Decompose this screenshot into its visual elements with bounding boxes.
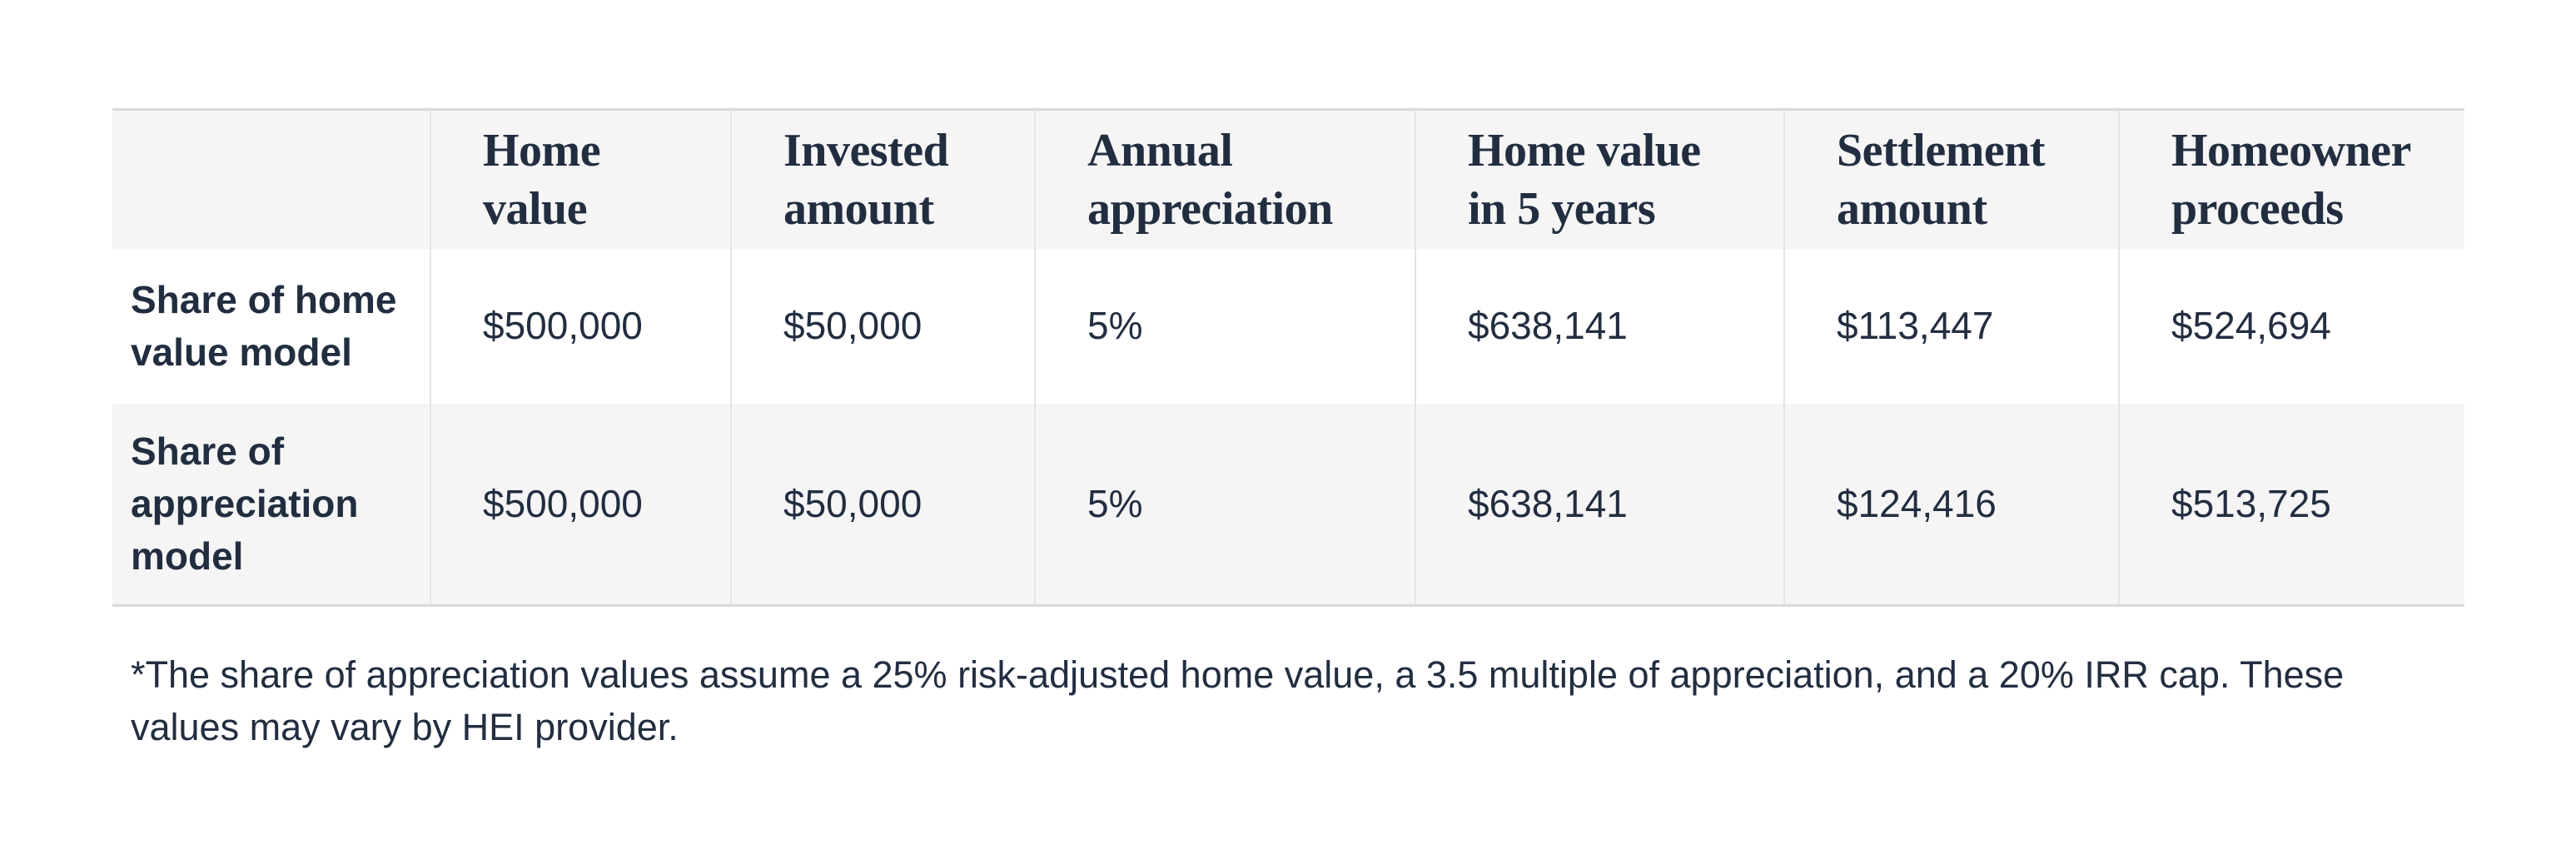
column-header-line: value [483, 182, 588, 235]
row-label-line: Share of home [131, 277, 397, 321]
row-label-line: model [131, 534, 244, 578]
table-row-share-of-home-value-model: Share of home value model $500,000 $50,0… [112, 248, 2464, 404]
column-header-line: Home [483, 124, 601, 176]
column-header-line: Settlement [1837, 124, 2046, 176]
cell-invested-amount: $50,000 [730, 403, 1035, 606]
cell-home-value-in-5-years: $638,141 [1415, 248, 1784, 404]
column-header-line: appreciation [1087, 182, 1333, 235]
footnote: *The share of appreciation values assume… [131, 648, 2464, 753]
column-header-invested-amount: Invested amount [730, 109, 1035, 249]
row-label-line: Share of [131, 429, 285, 473]
column-header-line: amount [783, 182, 934, 235]
row-label-line: appreciation [131, 481, 359, 525]
cell-home-value-in-5-years: $638,141 [1415, 403, 1784, 606]
cell-annual-appreciation: 5% [1034, 403, 1415, 606]
cell-homeowner-proceeds: $513,725 [2118, 403, 2464, 606]
cell-home-value: $500,000 [430, 248, 731, 404]
cell-homeowner-proceeds: $524,694 [2118, 248, 2464, 404]
corner-cell [112, 110, 430, 249]
column-header-annual-appreciation: Annual appreciation [1034, 109, 1415, 249]
row-label-line: value model [131, 330, 352, 374]
cell-settlement-amount: $113,447 [1783, 248, 2119, 404]
footnote-line: *The share of appreciation values assume… [131, 653, 2345, 696]
column-header-line: proceeds [2171, 182, 2344, 235]
header-row: Home value Invested amount Annual apprec… [112, 109, 2464, 249]
column-header-line: amount [1837, 182, 1987, 235]
comparison-table: Home value Invested amount Annual apprec… [112, 108, 2464, 607]
cell-settlement-amount: $124,416 [1783, 403, 2119, 606]
column-header-home-value: Home value [430, 109, 731, 249]
cell-invested-amount: $50,000 [730, 248, 1035, 404]
column-header-line: Annual [1087, 124, 1233, 176]
column-header-line: in 5 years [1468, 182, 1656, 235]
cell-annual-appreciation: 5% [1034, 248, 1415, 404]
column-header-line: Homeowner [2171, 124, 2411, 176]
footnote-line: values may vary by HEI provider. [131, 706, 679, 748]
page-content: Home value Invested amount Annual apprec… [112, 108, 2464, 753]
table-row-share-of-appreciation-model: Share of appreciation model $500,000 $50… [112, 403, 2464, 606]
column-header-line: Home value [1468, 124, 1701, 176]
column-header-line: Invested [783, 124, 949, 176]
cell-home-value: $500,000 [430, 403, 731, 606]
row-label-share-of-appreciation-model: Share of appreciation model [112, 404, 430, 606]
column-header-home-value-in-5-years: Home value in 5 years [1415, 109, 1784, 249]
column-header-settlement-amount: Settlement amount [1783, 109, 2119, 249]
column-header-homeowner-proceeds: Homeowner proceeds [2118, 109, 2464, 249]
row-label-share-of-home-value-model: Share of home value model [112, 249, 430, 404]
